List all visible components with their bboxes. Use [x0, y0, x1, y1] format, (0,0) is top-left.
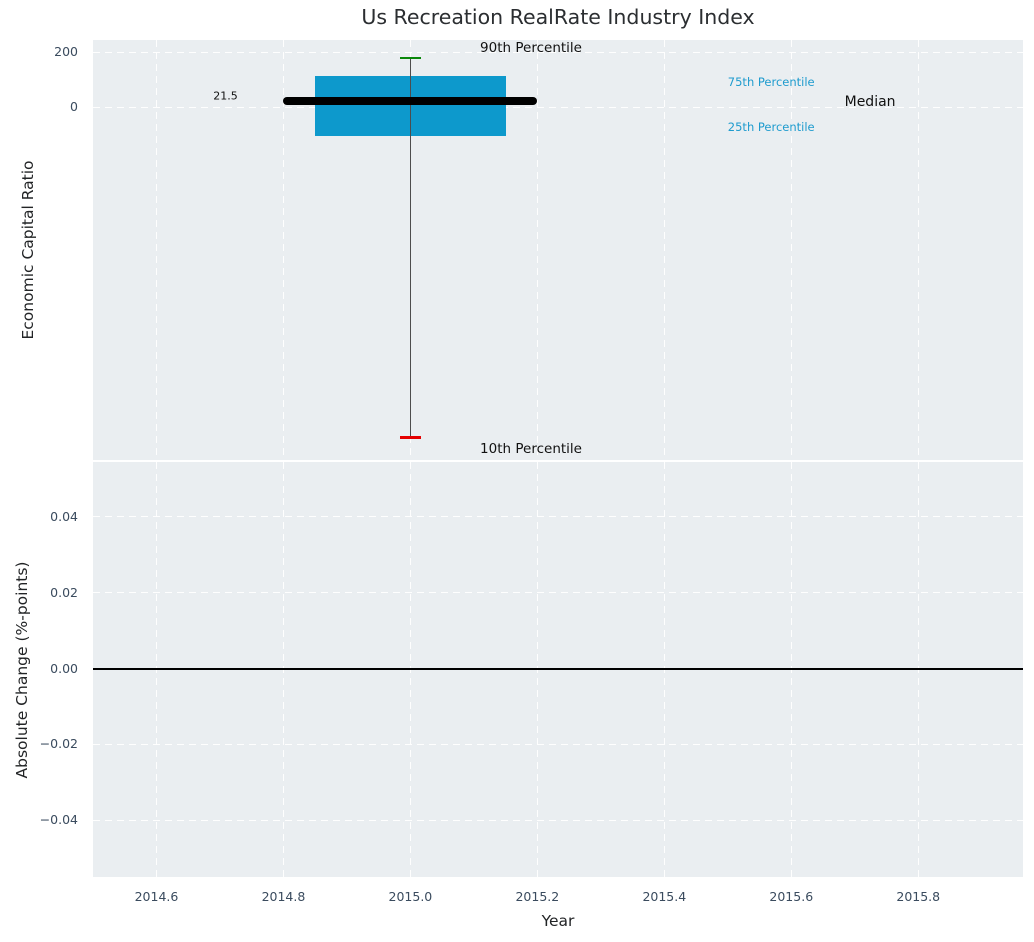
gridline-horizontal: [93, 106, 1023, 108]
gridline-horizontal: [93, 592, 1023, 594]
gridline-horizontal: [93, 743, 1023, 745]
annotation-median: Median: [844, 93, 896, 110]
x-tick-label: 2015.4: [642, 889, 687, 904]
whisker-line: [409, 57, 411, 438]
annotation-10th-percentile: 10th Percentile: [480, 440, 582, 457]
gridline-vertical: [536, 40, 538, 460]
annotation-90th-percentile: 90th Percentile: [480, 39, 582, 56]
gridline-horizontal: [93, 51, 1023, 53]
gridline-horizontal: [93, 516, 1023, 518]
x-tick-label: 2014.6: [134, 889, 179, 904]
chart-title: Us Recreation RealRate Industry Index: [361, 5, 755, 29]
gridline-vertical: [155, 40, 157, 460]
y-axis-label-economic-capital-ratio: Economic Capital Ratio: [19, 160, 37, 340]
x-tick-label: 2015.0: [388, 889, 433, 904]
gridline-vertical: [790, 40, 792, 460]
x-tick-label: 2015.2: [515, 889, 560, 904]
annotation-25th-percentile: 25th Percentile: [727, 119, 815, 134]
y-tick-label: −0.04: [39, 812, 78, 828]
y-tick-label: 0.02: [50, 584, 78, 600]
y-tick-label: 0.04: [50, 508, 78, 524]
annotation-75th-percentile: 75th Percentile: [727, 74, 815, 89]
gridline-horizontal: [93, 819, 1023, 821]
axes-economic-capital-ratio: [93, 40, 1023, 460]
gridline-vertical: [917, 40, 919, 460]
zero-line: [93, 667, 1023, 670]
y-tick-label: −0.02: [39, 736, 78, 752]
y-tick-label: 0.00: [50, 660, 78, 676]
y-tick-label: 0: [70, 99, 78, 115]
y-tick-label: 200: [54, 44, 78, 60]
cap-10th-percentile: [399, 436, 421, 439]
gridline-vertical: [282, 40, 284, 460]
x-tick-label: 2015.6: [769, 889, 814, 904]
gridline-vertical: [663, 40, 665, 460]
median-line: [283, 97, 538, 106]
x-axis-label-year: Year: [541, 912, 575, 930]
cap-90th-percentile: [399, 56, 421, 60]
x-tick-label: 2014.8: [261, 889, 306, 904]
annotation-median-value: 21.5: [213, 89, 238, 103]
x-tick-label: 2015.8: [896, 889, 941, 904]
axes-absolute-change: [93, 462, 1023, 877]
